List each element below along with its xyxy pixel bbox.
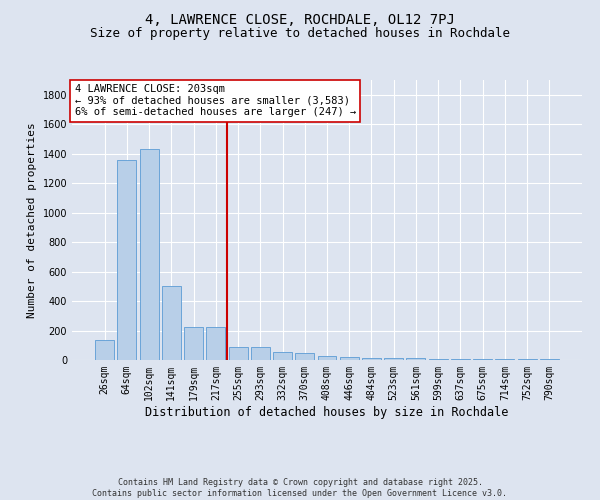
Bar <box>118 160 136 360</box>
Bar <box>384 358 403 360</box>
Bar <box>273 352 292 360</box>
Bar <box>95 340 114 360</box>
Bar <box>229 348 248 360</box>
X-axis label: Distribution of detached houses by size in Rochdale: Distribution of detached houses by size … <box>145 406 509 418</box>
Bar <box>295 352 314 360</box>
Text: Contains HM Land Registry data © Crown copyright and database right 2025.
Contai: Contains HM Land Registry data © Crown c… <box>92 478 508 498</box>
Bar <box>340 357 359 360</box>
Bar <box>162 286 181 360</box>
Text: 4, LAWRENCE CLOSE, ROCHDALE, OL12 7PJ: 4, LAWRENCE CLOSE, ROCHDALE, OL12 7PJ <box>145 12 455 26</box>
Bar <box>206 327 225 360</box>
Bar <box>251 348 270 360</box>
Bar <box>317 356 337 360</box>
Bar <box>451 359 470 360</box>
Y-axis label: Number of detached properties: Number of detached properties <box>27 122 37 318</box>
Bar <box>406 358 425 360</box>
Bar <box>429 358 448 360</box>
Bar <box>473 359 492 360</box>
Bar <box>540 358 559 360</box>
Bar <box>140 150 158 360</box>
Text: 4 LAWRENCE CLOSE: 203sqm
← 93% of detached houses are smaller (3,583)
6% of semi: 4 LAWRENCE CLOSE: 203sqm ← 93% of detach… <box>74 84 356 117</box>
Bar <box>362 358 381 360</box>
Text: Size of property relative to detached houses in Rochdale: Size of property relative to detached ho… <box>90 28 510 40</box>
Bar <box>184 327 203 360</box>
